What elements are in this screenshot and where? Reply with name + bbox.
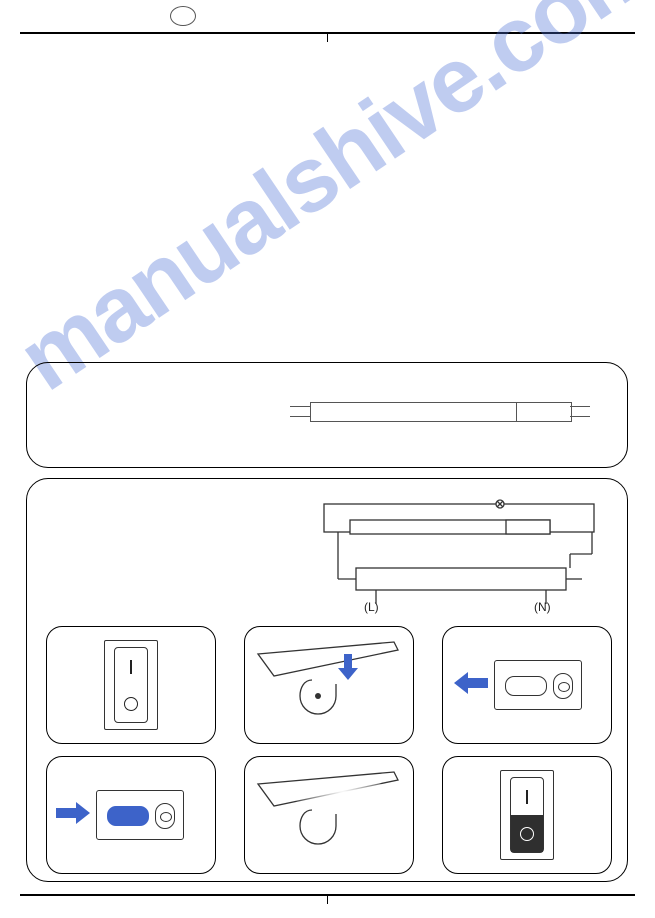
- center-tick-top: [327, 32, 328, 42]
- wiring-label-n: (N): [534, 600, 551, 614]
- binding-hole-icon: [170, 6, 196, 26]
- fluorescent-tube-icon: [290, 396, 590, 426]
- watermark-text: manualshive.com: [0, 0, 639, 412]
- arrow-right-icon: [56, 802, 90, 824]
- center-tick-bottom: [327, 894, 328, 904]
- arrow-left-icon: [454, 672, 488, 694]
- starter-plate-remove-icon: [494, 660, 582, 710]
- rocker-switch-off-icon: [114, 647, 148, 723]
- starter-plate-insert-icon: [96, 790, 184, 840]
- wiring-diagram: (L) (N): [320, 496, 608, 616]
- wiring-label-l: (L): [364, 600, 379, 614]
- tube-lit-icon: [254, 766, 402, 866]
- tube-clip-insert-icon: [254, 636, 402, 736]
- rocker-switch-on-icon: [510, 777, 544, 853]
